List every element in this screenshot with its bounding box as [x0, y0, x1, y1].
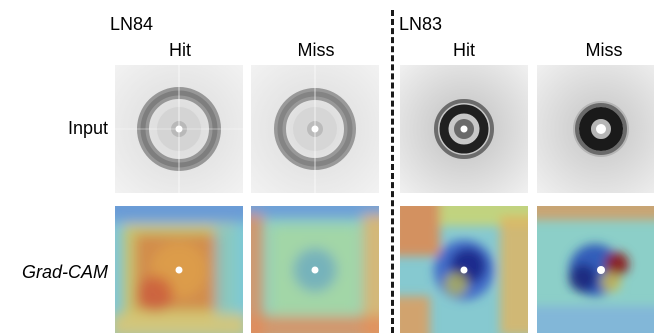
gradcam-panel-ln84-hit — [115, 206, 243, 333]
gradcam-panel-ln84-miss — [251, 206, 379, 333]
column-label-ln83-hit: Hit — [453, 40, 475, 60]
diffraction-image-ln84-hit — [115, 65, 243, 193]
input-panel-ln83-miss — [537, 65, 654, 193]
diffraction-image-ln83-hit — [400, 65, 528, 193]
gradcam-heatmap-ln84-hit — [115, 206, 243, 333]
gradcam-heatmap-ln83-miss — [537, 206, 654, 333]
column-label-ln83-miss: Miss — [585, 40, 623, 60]
gradcam-heatmap-ln83-hit — [400, 206, 528, 333]
gradcam-heatmap-ln84-miss — [251, 206, 379, 333]
input-panel-ln84-hit — [115, 65, 243, 193]
row-label-grad-cam: Grad-CAM — [21, 262, 108, 282]
column-label-ln84-hit: Hit — [169, 40, 191, 60]
gradcam-panel-ln83-miss — [537, 206, 654, 333]
gradcam-panel-ln83-hit — [400, 206, 528, 333]
diffraction-image-ln83-miss — [537, 65, 654, 193]
diffraction-image-ln84-miss — [251, 65, 379, 193]
column-label-ln84-miss: Miss — [297, 40, 335, 60]
group-label-ln83: LN83 — [399, 14, 443, 34]
dataset-divider — [391, 10, 394, 333]
input-panel-ln84-miss — [251, 65, 379, 193]
group-label-ln84: LN84 — [110, 14, 154, 34]
input-panel-ln83-hit — [400, 65, 528, 193]
row-label-input: Input — [67, 118, 108, 138]
